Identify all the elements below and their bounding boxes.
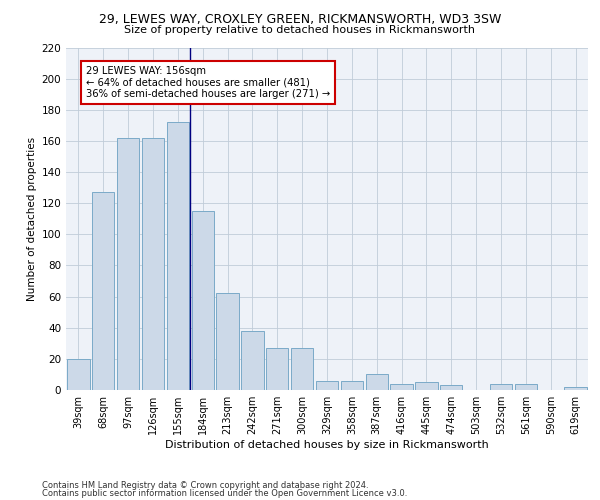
Bar: [241, 331, 263, 390]
Text: Contains HM Land Registry data © Crown copyright and database right 2024.: Contains HM Land Registry data © Crown c…: [42, 481, 368, 490]
Text: 29, LEWES WAY, CROXLEY GREEN, RICKMANSWORTH, WD3 3SW: 29, LEWES WAY, CROXLEY GREEN, RICKMANSWO…: [99, 12, 501, 26]
Bar: [565, 387, 587, 390]
Bar: [391, 384, 413, 390]
Y-axis label: Number of detached properties: Number of detached properties: [27, 136, 37, 301]
Bar: [117, 138, 139, 390]
Bar: [92, 192, 115, 390]
Text: Contains public sector information licensed under the Open Government Licence v3: Contains public sector information licen…: [42, 490, 407, 498]
Bar: [490, 384, 512, 390]
Bar: [415, 382, 437, 390]
Bar: [316, 380, 338, 390]
Text: 29 LEWES WAY: 156sqm
← 64% of detached houses are smaller (481)
36% of semi-deta: 29 LEWES WAY: 156sqm ← 64% of detached h…: [86, 66, 330, 100]
Bar: [440, 386, 463, 390]
Bar: [67, 359, 89, 390]
Bar: [167, 122, 189, 390]
Bar: [365, 374, 388, 390]
Bar: [217, 294, 239, 390]
Bar: [341, 380, 363, 390]
Bar: [515, 384, 537, 390]
Bar: [191, 211, 214, 390]
Bar: [291, 348, 313, 390]
Bar: [142, 138, 164, 390]
Text: Size of property relative to detached houses in Rickmansworth: Size of property relative to detached ho…: [125, 25, 476, 35]
Bar: [266, 348, 289, 390]
X-axis label: Distribution of detached houses by size in Rickmansworth: Distribution of detached houses by size …: [165, 440, 489, 450]
